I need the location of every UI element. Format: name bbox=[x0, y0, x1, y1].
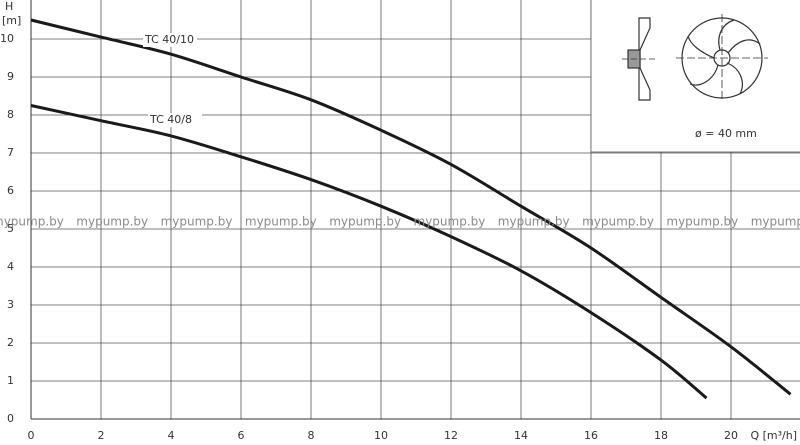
label-bg bbox=[148, 113, 202, 127]
x-tick-label: 16 bbox=[584, 429, 598, 442]
x-tick-label: 2 bbox=[98, 429, 105, 442]
y-axis-label: H bbox=[5, 0, 13, 13]
watermark: mypump.by bbox=[0, 215, 64, 229]
watermark: mypump.by bbox=[498, 215, 570, 229]
x-tick-label: 18 bbox=[654, 429, 668, 442]
series-label: TC 40/10 bbox=[144, 33, 194, 46]
y-axis-unit: [m] bbox=[2, 14, 21, 27]
y-tick-label: 4 bbox=[7, 260, 14, 273]
x-tick-label: 12 bbox=[444, 429, 458, 442]
inset-box bbox=[590, 0, 800, 153]
y-tick-label: 9 bbox=[7, 70, 14, 83]
watermark: mypump.by bbox=[329, 215, 401, 229]
y-tick-label: 10 bbox=[0, 32, 14, 45]
y-tick-label: 6 bbox=[7, 184, 14, 197]
watermark: mypump.by bbox=[582, 215, 654, 229]
y-tick-label: 3 bbox=[7, 298, 14, 311]
x-axis-label: Q [m³/h] bbox=[750, 429, 797, 442]
watermark: mypump.by bbox=[161, 215, 233, 229]
watermark: mypump.by bbox=[666, 215, 738, 229]
watermarks: mypump.by mypump.by mypump.by mypump.by mypu… bbox=[0, 215, 800, 229]
impeller-inset: ø = 40 mm bbox=[590, 0, 800, 153]
x-tick-label: 10 bbox=[374, 429, 388, 442]
annotation: ø = 40 mm bbox=[695, 127, 757, 140]
y-tick-label: 5 bbox=[7, 222, 14, 235]
series-label: TC 40/8 bbox=[149, 113, 192, 126]
x-tick-label: 8 bbox=[308, 429, 315, 442]
label-bg bbox=[143, 33, 197, 47]
x-tick-label: 14 bbox=[514, 429, 528, 442]
y-tick-label: 1 bbox=[7, 374, 14, 387]
impeller-side bbox=[622, 17, 658, 101]
x-tick-label: 6 bbox=[238, 429, 245, 442]
x-tick-label: 4 bbox=[168, 429, 175, 442]
curves: TC 40/10 TC 40/8 bbox=[30, 18, 792, 400]
y-tick-label: 7 bbox=[7, 146, 14, 159]
curve bbox=[30, 104, 708, 400]
watermark: mypump.by bbox=[76, 215, 148, 229]
y-tick-label: 2 bbox=[7, 336, 14, 349]
watermark: mypump.by bbox=[414, 215, 486, 229]
impeller-front bbox=[676, 14, 768, 102]
curve bbox=[30, 18, 792, 396]
watermark: mypump.by bbox=[751, 215, 800, 229]
y-tick-label: 8 bbox=[7, 108, 14, 121]
watermark: mypump.by bbox=[245, 215, 317, 229]
x-tick-label: 0 bbox=[28, 429, 35, 442]
y-tick-label: 0 bbox=[7, 412, 14, 425]
x-tick-label: 20 bbox=[724, 429, 738, 442]
